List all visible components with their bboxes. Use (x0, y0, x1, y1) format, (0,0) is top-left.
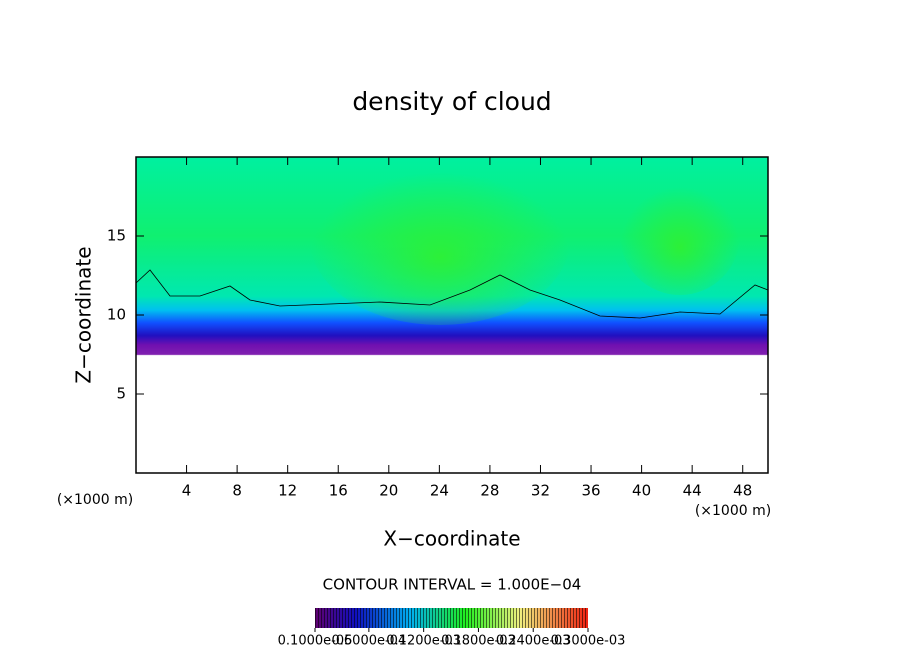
colorbar-tick-label: 0.1000e-05 (278, 634, 353, 649)
y-axis-label: Z−coordinate (72, 246, 96, 383)
colorbar-tick-label: 0.2400e-03 (496, 634, 571, 649)
contour-interval: CONTOUR INTERVAL = 1.000E−04 (323, 576, 582, 594)
x-tick-label: 48 (733, 482, 752, 500)
colorbar (315, 608, 588, 628)
field-dome (620, 175, 740, 295)
x-tick-label: 28 (480, 482, 499, 500)
colorbar-tick-label: 0.6000e-04 (332, 634, 407, 649)
plot-area (135, 155, 769, 474)
y-tick-label: 15 (107, 227, 126, 245)
field-dome (310, 155, 570, 325)
x-tick-label: 20 (379, 482, 398, 500)
x-unit: (×1000 m) (695, 503, 771, 519)
y-unit: (×1000 m) (57, 492, 133, 508)
x-axis-label: X−coordinate (383, 527, 520, 551)
x-tick-label: 12 (278, 482, 297, 500)
colorbar-stripes (315, 608, 588, 628)
y-tick-label: 5 (116, 385, 126, 403)
colorbar-tick-label: 0.1200e-03 (386, 634, 461, 649)
colorbar-tick-label: 0.1800e-03 (441, 634, 516, 649)
x-tick-label: 4 (182, 482, 192, 500)
y-tick-label: 10 (107, 306, 126, 324)
colorbar-tick-label: 0.3000e-03 (551, 634, 626, 649)
x-tick-label: 24 (430, 482, 449, 500)
chart-title: density of cloud (352, 87, 551, 116)
contour-line (135, 269, 769, 319)
x-tick-label: 36 (581, 482, 600, 500)
x-tick-label: 8 (232, 482, 242, 500)
x-tick-label: 44 (683, 482, 702, 500)
x-tick-label: 32 (531, 482, 550, 500)
x-tick-label: 16 (329, 482, 348, 500)
x-tick-label: 40 (632, 482, 651, 500)
